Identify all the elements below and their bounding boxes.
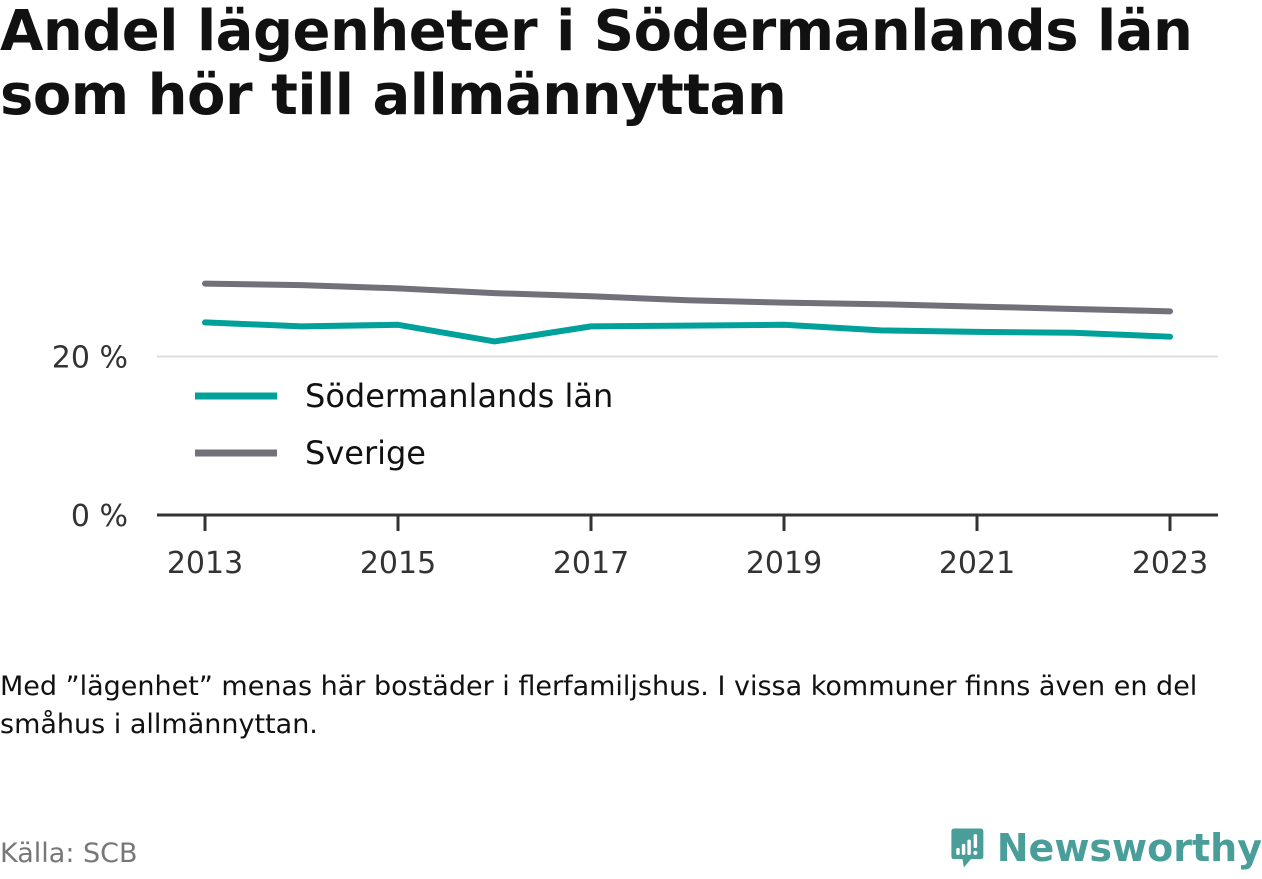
series-layer <box>202 280 1173 345</box>
legend: Södermanlands län Sverige <box>195 377 613 472</box>
x-tick-label: 2015 <box>360 546 436 581</box>
chart-note: Med ”lägenhet” menas här bostäder i fler… <box>0 671 1198 740</box>
x-tick-label: 2017 <box>553 546 629 581</box>
y-tick-label: 20 % <box>52 341 128 376</box>
series-line-0 <box>202 319 1173 345</box>
series-line-1 <box>202 280 1173 315</box>
line-chart: 0 % 20 % 2013 2015 2017 2019 2021 2023 Söderman… <box>52 280 1218 581</box>
axis-layer: 0 % 20 % 2013 2015 2017 2019 2021 2023 <box>52 341 1218 581</box>
chart-title: Andel lägenheter i Södermanlands län som… <box>0 0 1193 128</box>
newsworthy-logo-icon <box>951 828 984 868</box>
y-tick-label: 0 % <box>71 499 128 534</box>
x-tick-label: 2021 <box>939 546 1015 581</box>
brand-name: Newsworthy <box>996 826 1262 870</box>
brand-logo: Newsworthy <box>950 818 1262 878</box>
source-label: Källa: SCB <box>0 838 138 869</box>
legend-label: Sverige <box>305 434 426 472</box>
legend-label: Södermanlands län <box>305 377 613 415</box>
x-tick-label: 2019 <box>746 546 822 581</box>
x-tick-label: 2023 <box>1132 546 1208 581</box>
x-tick-label: 2013 <box>167 546 243 581</box>
